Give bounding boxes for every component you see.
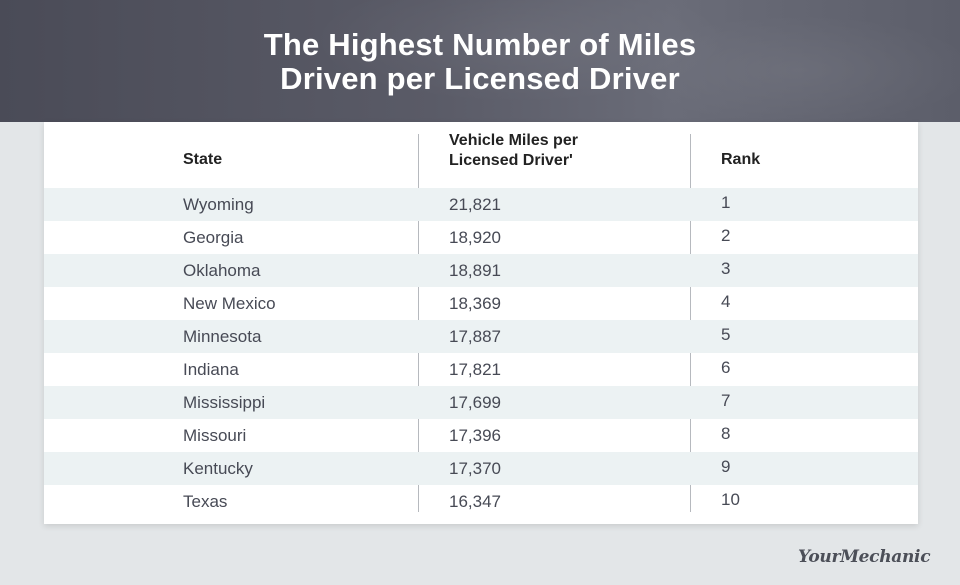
cell-rank: 9 bbox=[721, 457, 731, 476]
cell-miles: 17,370 bbox=[449, 459, 501, 478]
yourmechanic-logo: YourMechanic bbox=[798, 547, 931, 567]
cell-rank: 5 bbox=[721, 325, 731, 344]
cell-rank: 1 bbox=[721, 193, 731, 212]
table-row: New Mexico 18,369 4 bbox=[44, 287, 918, 320]
cell-rank: 3 bbox=[721, 259, 731, 278]
cell-miles: 18,369 bbox=[449, 294, 501, 313]
cell-state: Missouri bbox=[183, 426, 247, 445]
cell-rank: 7 bbox=[721, 391, 731, 410]
cell-state: Mississippi bbox=[183, 393, 266, 412]
table-row: Georgia 18,920 2 bbox=[44, 221, 918, 254]
cell-miles: 16,347 bbox=[449, 492, 501, 511]
cell-miles: 18,891 bbox=[449, 261, 501, 280]
table-row: Indiana 17,821 6 bbox=[44, 353, 918, 386]
table-row: Oklahoma 18,891 3 bbox=[44, 254, 918, 287]
header-rank: Rank bbox=[721, 151, 761, 168]
cell-rank: 4 bbox=[721, 292, 731, 311]
cell-miles: 17,821 bbox=[449, 360, 501, 379]
table-row: Mississippi 17,699 7 bbox=[44, 386, 918, 419]
cell-state: Indiana bbox=[183, 360, 239, 379]
table-row: Minnesota 17,887 5 bbox=[44, 320, 918, 353]
title-banner: The Highest Number of Miles Driven per L… bbox=[0, 0, 960, 122]
title-line-2: Driven per Licensed Driver bbox=[280, 61, 680, 96]
table-row: Missouri 17,396 8 bbox=[44, 419, 918, 452]
page-title: The Highest Number of Miles Driven per L… bbox=[0, 28, 960, 96]
header-state: State bbox=[183, 151, 223, 168]
cell-rank: 8 bbox=[721, 424, 731, 443]
cell-state: Minnesota bbox=[183, 327, 262, 346]
cell-miles: 18,920 bbox=[449, 228, 501, 247]
title-line-1: The Highest Number of Miles bbox=[263, 27, 697, 62]
data-table: State Vehicle Miles per Licensed Driver'… bbox=[44, 122, 918, 524]
cell-state: Texas bbox=[183, 492, 228, 511]
table-row: Texas 16,347 10 bbox=[44, 485, 918, 518]
table-row: Wyoming 21,821 1 bbox=[44, 188, 918, 221]
table-row: Kentucky 17,370 9 bbox=[44, 452, 918, 485]
table-body: Wyoming 21,821 1 Georgia 18,920 2 Oklaho… bbox=[44, 188, 918, 518]
cell-rank: 6 bbox=[721, 358, 731, 377]
header-miles-line-2: Licensed Driver' bbox=[449, 152, 573, 169]
cell-state: Georgia bbox=[183, 228, 244, 247]
cell-miles: 17,396 bbox=[449, 426, 501, 445]
cell-state: Oklahoma bbox=[183, 261, 261, 280]
cell-miles: 17,887 bbox=[449, 327, 501, 346]
cell-rank: 2 bbox=[721, 226, 731, 245]
cell-miles: 17,699 bbox=[449, 393, 501, 412]
cell-state: Wyoming bbox=[183, 195, 254, 214]
header-miles-line-1: Vehicle Miles per bbox=[449, 132, 578, 149]
header-miles: Vehicle Miles per Licensed Driver' bbox=[449, 131, 578, 171]
cell-state: Kentucky bbox=[183, 459, 253, 478]
cell-state: New Mexico bbox=[183, 294, 276, 313]
cell-rank: 10 bbox=[721, 490, 740, 509]
cell-miles: 21,821 bbox=[449, 195, 501, 214]
